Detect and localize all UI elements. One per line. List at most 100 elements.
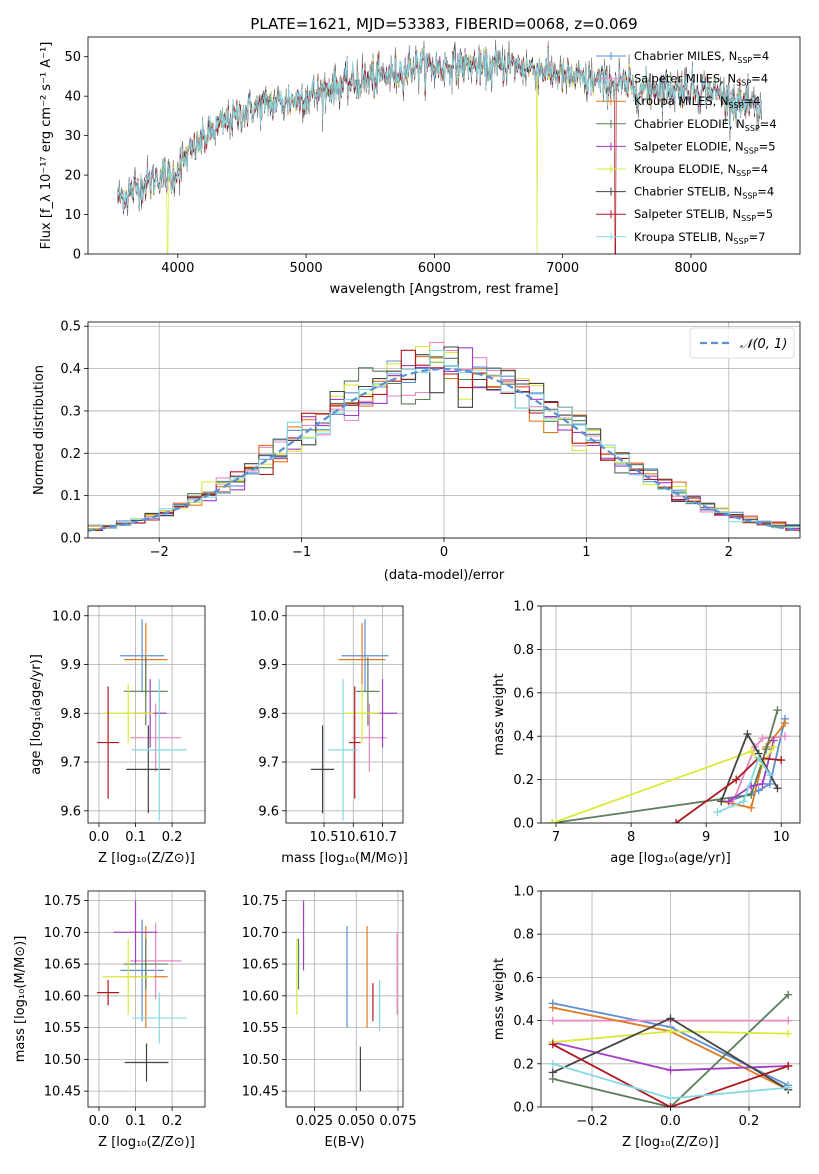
errorbar-chabrier-miles bbox=[120, 619, 165, 693]
errorbar-chabrier-stelib bbox=[310, 725, 335, 814]
x-tick-label: 10 bbox=[773, 830, 790, 845]
x-tick-label: 0.025 bbox=[296, 1114, 333, 1129]
y-tick-label: 9.6 bbox=[258, 804, 279, 819]
hist-legend-label: 𝒩(0, 1) bbox=[740, 337, 787, 352]
spectrum-line-kroupa-stelib bbox=[117, 47, 762, 212]
plot-area-mass_vs_Z bbox=[97, 900, 187, 1082]
x-tick-label: 10.6 bbox=[339, 830, 368, 845]
errorbar-kroupa-stelib bbox=[131, 992, 187, 1044]
legend-label: Kroupa STELIB, NSSP=7 bbox=[634, 230, 765, 246]
axes-age_vs_Z: 0.0 0.1 0.2 9.6 9.7 9.8 9.9 10.0 Z [log₁₀(Z/Z⊙)]… bbox=[29, 605, 206, 866]
x-tick-label: 0.1 bbox=[125, 1114, 146, 1129]
errorbar-kroupa-elodie bbox=[102, 938, 154, 1015]
y-tick-label: 10.70 bbox=[44, 926, 81, 941]
x-tick-label: 6000 bbox=[418, 261, 451, 276]
series-chabrier-stelib bbox=[548, 1014, 793, 1094]
y-tick-label: 0.6 bbox=[513, 971, 534, 986]
x-tick-label: 10.5 bbox=[310, 830, 339, 845]
y-tick-label: 30 bbox=[64, 129, 81, 144]
y-tick-label: 0.2 bbox=[513, 1057, 534, 1072]
y-tick-label: 9.7 bbox=[258, 756, 279, 771]
y-tick-label: 10.0 bbox=[250, 609, 279, 624]
errorbar-chabrier-elodie bbox=[123, 657, 168, 726]
y-tick-label: 20 bbox=[64, 169, 81, 184]
errorbar-chabrier-stelib bbox=[124, 1043, 169, 1082]
y-tick-label: 10 bbox=[64, 208, 81, 223]
y-tick-label: 0.0 bbox=[60, 532, 81, 547]
x-axis-label: (data-model)/error bbox=[384, 568, 505, 583]
y-tick-label: 9.6 bbox=[60, 804, 81, 819]
errorbar-salpeter-miles bbox=[130, 703, 182, 772]
y-tick-label: 10.60 bbox=[44, 989, 81, 1004]
y-tick-label: 0.0 bbox=[513, 1101, 534, 1116]
errorbar-salpeter-elodie bbox=[113, 900, 158, 965]
axes-frame bbox=[540, 605, 801, 824]
y-tick-label: 0.4 bbox=[513, 730, 534, 745]
y-tick-label: 9.9 bbox=[60, 658, 81, 673]
errorbar-salpeter-stelib bbox=[97, 686, 120, 799]
x-tick-label: 8 bbox=[627, 830, 635, 845]
x-tick-label: −1 bbox=[292, 545, 311, 560]
y-axis-label: Flux [f_λ 10⁻¹⁷ erg cm⁻² s⁻¹ A⁻¹] bbox=[39, 42, 54, 250]
axes-frame bbox=[87, 890, 206, 1108]
y-tick-label: 9.7 bbox=[60, 756, 81, 771]
axes-frame bbox=[87, 36, 801, 255]
x-axis-label: E(B-V) bbox=[324, 1135, 364, 1150]
errorbar-kroupa-stelib bbox=[131, 679, 187, 821]
x-axis-label: mass [log₁₀(M/M⊙)] bbox=[281, 851, 408, 866]
y-tick-label: 10.0 bbox=[52, 609, 81, 624]
x-tick-label: 5000 bbox=[290, 261, 323, 276]
series-kroupa-elodie bbox=[548, 1027, 793, 1047]
y-tick-label: 10.75 bbox=[242, 894, 279, 909]
plot-area-residual_hist bbox=[88, 341, 800, 532]
y-axis-label: age [log₁₀(age/yr)] bbox=[29, 654, 44, 775]
y-tick-label: 0.3 bbox=[60, 404, 81, 419]
errorbar-salpeter-miles bbox=[130, 922, 182, 999]
y-axis-label: mass [log₁₀(M/M⊙)] bbox=[13, 936, 28, 1063]
axes-mass_vs_ebv: 0.025 0.050 0.075 10.45 10.50 10.55 10.60 10.65… bbox=[242, 890, 417, 1150]
legend-label: Chabrier MILES, NSSP=4 bbox=[634, 49, 769, 65]
x-tick-label: 2 bbox=[725, 545, 733, 560]
series-kroupa-elodie bbox=[548, 743, 778, 823]
errorbar-chabrier-stelib bbox=[126, 725, 171, 814]
series-line bbox=[675, 756, 782, 823]
errorbar-chabrier-miles bbox=[120, 919, 165, 1022]
y-tick-label: 9.9 bbox=[258, 658, 279, 673]
errorbar-salpeter-stelib bbox=[348, 686, 361, 799]
axes-massweight_vs_age: 7 8 9 10 0.0 0.2 0.4 0.6 0.8 1.0 age [log₁₀(age/yr… bbox=[492, 600, 801, 866]
plot-area-massweight_vs_age bbox=[548, 706, 789, 823]
y-axis-label: Normed distribution bbox=[32, 365, 47, 495]
y-tick-label: 10.55 bbox=[242, 1021, 279, 1036]
hist-legend-box bbox=[689, 327, 795, 359]
x-tick-label: −2 bbox=[150, 545, 169, 560]
y-tick-label: 0.4 bbox=[60, 362, 81, 377]
x-tick-label: 7000 bbox=[546, 261, 579, 276]
axes-residual_hist: −2 −1 0 1 2 0.0 0.1 0.2 0.3 0.4 0.5 (data-model)/er… bbox=[32, 320, 801, 583]
legend-label: Salpeter ELODIE, NSSP=5 bbox=[634, 139, 776, 155]
y-tick-label: 1.0 bbox=[513, 600, 534, 615]
y-tick-label: 10.65 bbox=[242, 958, 279, 973]
x-tick-label: 10.7 bbox=[368, 830, 397, 845]
gaussian-reference-line bbox=[88, 367, 800, 532]
legend-label: Salpeter STELIB, NSSP=5 bbox=[634, 207, 773, 223]
y-tick-label: 50 bbox=[64, 50, 81, 65]
x-tick-label: 0.0 bbox=[89, 830, 110, 845]
legend-label: Salpeter MILES, NSSP=4 bbox=[634, 72, 768, 88]
x-tick-label: 0.050 bbox=[338, 1114, 375, 1129]
y-tick-label: 9.8 bbox=[60, 707, 81, 722]
legend-label: Kroupa ELODIE, NSSP=4 bbox=[634, 162, 768, 178]
y-tick-label: 10.45 bbox=[242, 1085, 279, 1100]
x-tick-label: 0.2 bbox=[162, 830, 183, 845]
plot-area-massweight_vs_Z bbox=[548, 990, 793, 1107]
x-tick-label: 0.2 bbox=[739, 1114, 760, 1129]
axes-spectrum: 4000 5000 6000 7000 8000 0 10 20 30 40 50 wavelengt… bbox=[39, 36, 801, 297]
series-line bbox=[552, 709, 779, 823]
x-tick-label: 8000 bbox=[674, 261, 707, 276]
x-tick-label: 0.0 bbox=[89, 1114, 110, 1129]
y-axis-label: mass weight bbox=[492, 958, 507, 1040]
axes-frame bbox=[285, 890, 404, 1108]
y-tick-label: 10.70 bbox=[242, 926, 279, 941]
x-axis-label: Z [log₁₀(Z/Z⊙)] bbox=[622, 1135, 719, 1150]
legend-label: Kroupa MILES, NSSP=4 bbox=[634, 94, 760, 110]
